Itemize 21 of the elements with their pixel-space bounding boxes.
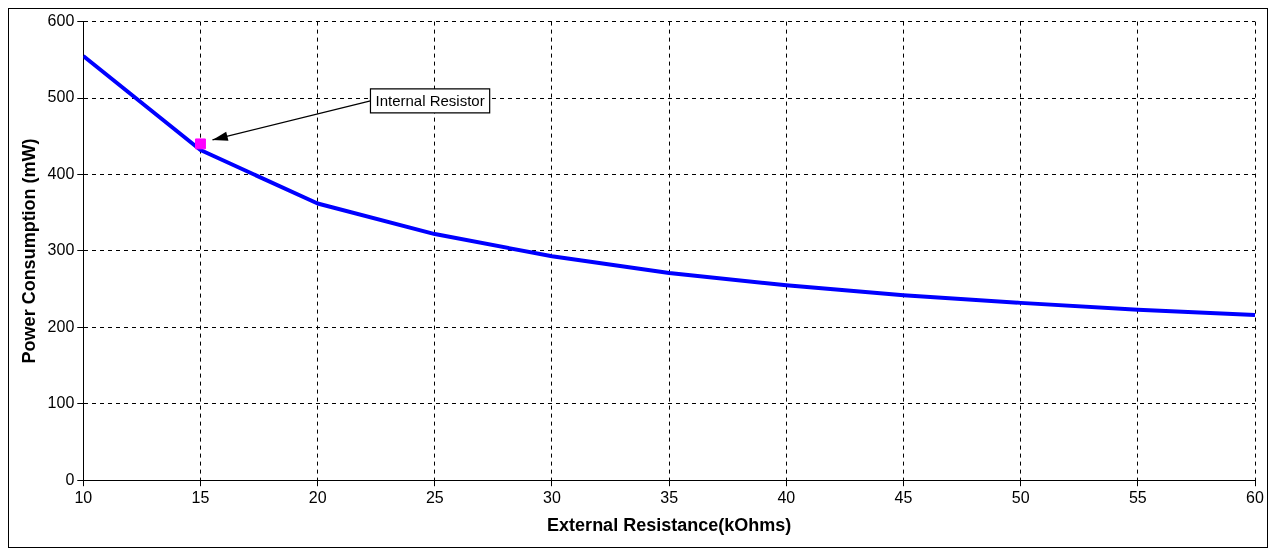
y-tick-label: 200 [47,317,75,335]
y-tick-label: 500 [47,88,75,106]
x-tick-label: 50 [1011,489,1030,507]
x-tick-label: 15 [191,489,210,507]
y-tick-label: 300 [47,241,75,259]
x-tick-label: 30 [543,489,561,507]
x-tick-label: 40 [777,489,796,507]
x-tick-label: 35 [660,489,679,507]
y-axis-title: Power Consumption (mW) [18,138,39,364]
annotation: Internal Resistor [375,92,485,110]
x-tick-label: 55 [1128,489,1147,507]
x-tick-label: 20 [308,489,327,507]
x-axis-title: External Resistance(kOhms) [547,515,792,536]
y-tick-label: 100 [47,394,75,412]
x-tick-label: 25 [425,489,444,507]
y-tick-label: 600 [47,12,75,30]
y-tick-label: 400 [47,164,75,182]
y-tick-label: 0 [65,470,75,488]
x-tick-label: 45 [894,489,913,507]
x-tick-label: 60 [1246,489,1264,507]
x-tick-label: 10 [74,489,93,507]
